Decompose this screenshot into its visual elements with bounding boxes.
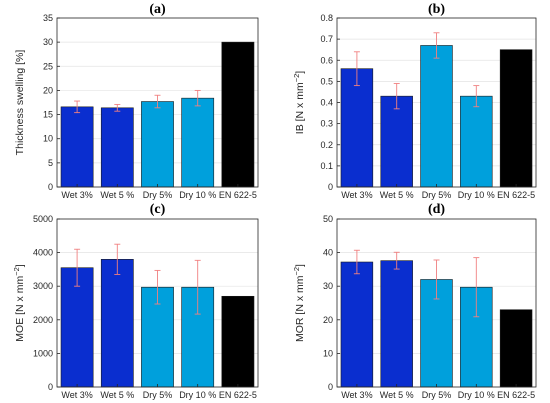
bar-wet-3: [340, 68, 374, 188]
y-axis-label-end: ]: [294, 264, 306, 267]
y-tick-label: 30: [323, 281, 333, 291]
panel-label: (a): [149, 2, 166, 17]
bar-en-622-5: [499, 309, 533, 388]
x-tick-label: Dry 10 %: [458, 190, 495, 200]
x-tick-label: Dry 5%: [143, 390, 173, 400]
y-tick-label: 35: [43, 13, 53, 23]
bar-dry-5: [420, 45, 453, 188]
y-tick-label: 0: [48, 382, 53, 392]
x-tick-label: EN 622-5: [497, 190, 535, 200]
panel-label: (c): [150, 202, 166, 217]
y-tick-label: 2000: [33, 315, 53, 325]
axes-box: [56, 218, 259, 388]
x-tick-label: EN 622-5: [219, 190, 257, 200]
axes-box: [336, 17, 537, 188]
bar-wet-3: [60, 106, 94, 188]
bar-wet-5: [380, 260, 413, 388]
y-axis-label-exponent: −2: [292, 74, 301, 83]
y-axis-label: IB [N x mm−2]: [292, 71, 306, 134]
x-tick-label: Wet 5 %: [380, 190, 414, 200]
y-tick-label: 0.1: [320, 161, 333, 171]
bar-dry-5: [141, 101, 174, 188]
chart-panel-1: 0 5 10 15 20 25 30 35 Wet 3% Wet 5 % Dry 5% Dry 10 …: [14, 2, 259, 200]
x-tick-label: Dry 5%: [143, 190, 173, 200]
bar-wet-3: [60, 267, 94, 388]
y-tick-label: 0.6: [320, 55, 333, 65]
y-tick-label: 10: [323, 348, 333, 358]
y-axis-label: MOE [N x mm−2]: [12, 264, 26, 341]
y-tick-label: 40: [323, 248, 333, 258]
y-tick-label: 0: [328, 382, 333, 392]
x-tick-label: Wet 3%: [61, 190, 92, 200]
y-tick-label: 5: [48, 158, 53, 168]
y-tick-label: 15: [43, 110, 53, 120]
bar-wet-3: [340, 261, 374, 388]
panel-label: (d): [428, 202, 445, 217]
bar-dry-10: [181, 97, 215, 188]
y-tick-label: 0.4: [320, 98, 333, 108]
y-axis-label-main: MOE [N x mm: [14, 276, 26, 342]
y-tick-label: 10: [43, 134, 53, 144]
y-tick-label: 0: [48, 182, 53, 192]
y-tick-label: 0.7: [320, 34, 333, 44]
y-tick-label: 1000: [33, 348, 53, 358]
x-tick-label: Wet 3%: [341, 390, 372, 400]
y-tick-label: 4000: [33, 248, 53, 258]
x-tick-label: Dry 5%: [422, 190, 452, 200]
chart-panel-2: 0 0.1 0.2 0.3 0.4 0.5 0.6 0.7 0.8 Wet 3% Wet 5 % Dr…: [292, 2, 537, 200]
y-tick-label: 5000: [33, 214, 53, 224]
y-axis-label-exponent: −2: [292, 267, 301, 276]
y-axis-label-end: ]: [14, 264, 26, 267]
y-axis-label: MOR [N x mm−2]: [292, 264, 306, 342]
x-tick-label: Wet 5 %: [380, 390, 414, 400]
chart-panel-3: 0 1000 2000 3000 4000 5000 Wet 3% Wet 5 % Dry 5%…: [12, 202, 259, 400]
x-tick-label: Dry 10 %: [179, 390, 216, 400]
y-axis-label-end: ]: [294, 71, 306, 74]
x-tick-label: Wet 5 %: [100, 390, 134, 400]
y-axis-label-main: IB [N x mm: [294, 82, 306, 134]
y-axis-label: Thickness swelling [%]: [14, 50, 26, 156]
axes-box: [56, 17, 259, 188]
y-tick-label: 0.8: [320, 13, 333, 23]
x-tick-label: Wet 5 %: [100, 190, 134, 200]
x-tick-label: EN 622-5: [219, 390, 257, 400]
y-axis-label-main: Thickness swelling [%]: [14, 50, 26, 156]
y-tick-label: 50: [323, 214, 333, 224]
x-tick-label: Wet 3%: [341, 190, 372, 200]
x-tick-label: Dry 10 %: [458, 390, 495, 400]
y-tick-label: 0.3: [320, 119, 333, 129]
y-tick-label: 0.2: [320, 140, 333, 150]
x-tick-label: EN 622-5: [497, 390, 535, 400]
y-tick-label: 25: [43, 61, 53, 71]
bar-dry-10: [460, 95, 493, 188]
y-axis-label-main: MOR [N x mm: [294, 275, 306, 342]
axes-box: [336, 218, 537, 388]
bar-en-622-5: [499, 49, 533, 188]
bar-wet-5: [100, 259, 134, 388]
chart-panel-4: 0 10 20 30 40 50 Wet 3% Wet 5 % Dry 5% Dry 10 % EN…: [292, 202, 537, 400]
y-axis-label-exponent: −2: [12, 267, 21, 276]
x-tick-label: Wet 3%: [61, 390, 92, 400]
bar-en-622-5: [221, 295, 255, 388]
y-tick-label: 20: [323, 315, 333, 325]
panel-label: (b): [428, 2, 445, 17]
x-tick-label: Dry 5%: [422, 390, 452, 400]
y-tick-label: 30: [43, 37, 53, 47]
y-tick-label: 0: [328, 182, 333, 192]
x-tick-label: Dry 10 %: [179, 190, 216, 200]
bar-wet-5: [380, 95, 413, 188]
bar-wet-5: [100, 107, 134, 188]
y-tick-label: 0.5: [320, 76, 333, 86]
bar-en-622-5: [221, 41, 255, 188]
y-tick-label: 20: [43, 85, 53, 95]
y-tick-label: 3000: [33, 281, 53, 291]
